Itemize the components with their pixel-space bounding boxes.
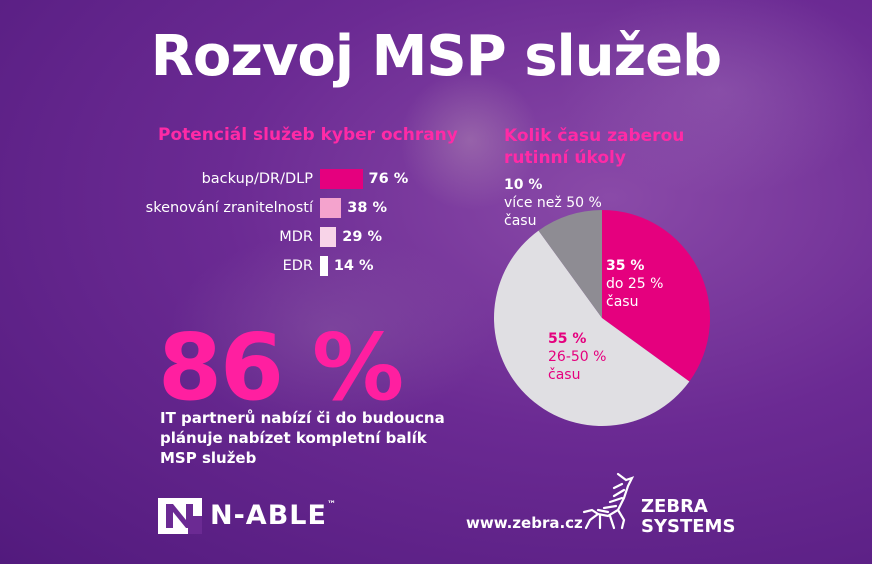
pie-chart-title: Kolik času zaberou rutinní úkoly [504,126,685,168]
pie-slice-0 [602,210,710,382]
bar-row: 76 % [0,168,420,190]
bar-category-label: EDR [282,258,313,274]
pie-label-slice-1: 55 % 26-50 % času [548,330,626,384]
pie-label-slice-0: 35 % do 25 % času [606,257,690,311]
highlight-number: 86 % [158,314,404,421]
zebra-logo-line2: SYSTEMS [641,516,736,537]
page-title: Rozvoj MSP služeb [150,24,723,89]
zebra-logo-icon [582,472,635,530]
pie-percent-0: 35 % [606,258,645,274]
bar-value-label: 14 % [333,258,374,274]
bar-row: 38 % [0,197,420,219]
bar [320,198,342,218]
nable-logo-text: N-ABLE™ [210,500,337,531]
bar [320,169,363,189]
bar [320,227,337,247]
bar-value-label: 29 % [342,229,382,245]
bar-value-label: 76 % [368,171,409,187]
bar-row: 29 % [0,226,420,248]
pie-slice-1 [493,230,690,427]
highlight-caption: IT partnerů nabízí či do budoucna plánuj… [160,409,445,467]
pie-desc-2: více než 50 % času [504,195,602,229]
bar-value-label: 38 % [347,200,388,216]
pie-slice-2 [538,210,602,318]
bar-category-label: backup/DR/DLP [201,171,313,187]
bar [320,256,328,276]
nable-logo-icon [158,498,202,534]
zebra-logo-line1: ZEBRA [641,496,708,517]
nable-logo-label: N-ABLE [210,500,327,531]
nable-tm: ™ [326,500,337,510]
zebra-logo-text: ZEBRA SYSTEMS [641,497,735,537]
pie-percent-1: 55 % [548,331,587,347]
website-link[interactable]: www.zebra.cz [466,514,583,532]
pie-percent-2: 10 % [504,177,543,193]
bar-category-label: MDR [279,229,313,245]
bar-row: 14 % [0,255,420,277]
pie-desc-1: 26-50 % času [548,349,607,383]
pie-label-slice-2: 10 % více než 50 % času [504,176,614,230]
bar-chart-title: Potenciál služeb kyber ochrany [158,125,458,145]
bar-category-label: skenování zranitelností [145,200,313,216]
pie-desc-0: do 25 % času [606,276,664,310]
